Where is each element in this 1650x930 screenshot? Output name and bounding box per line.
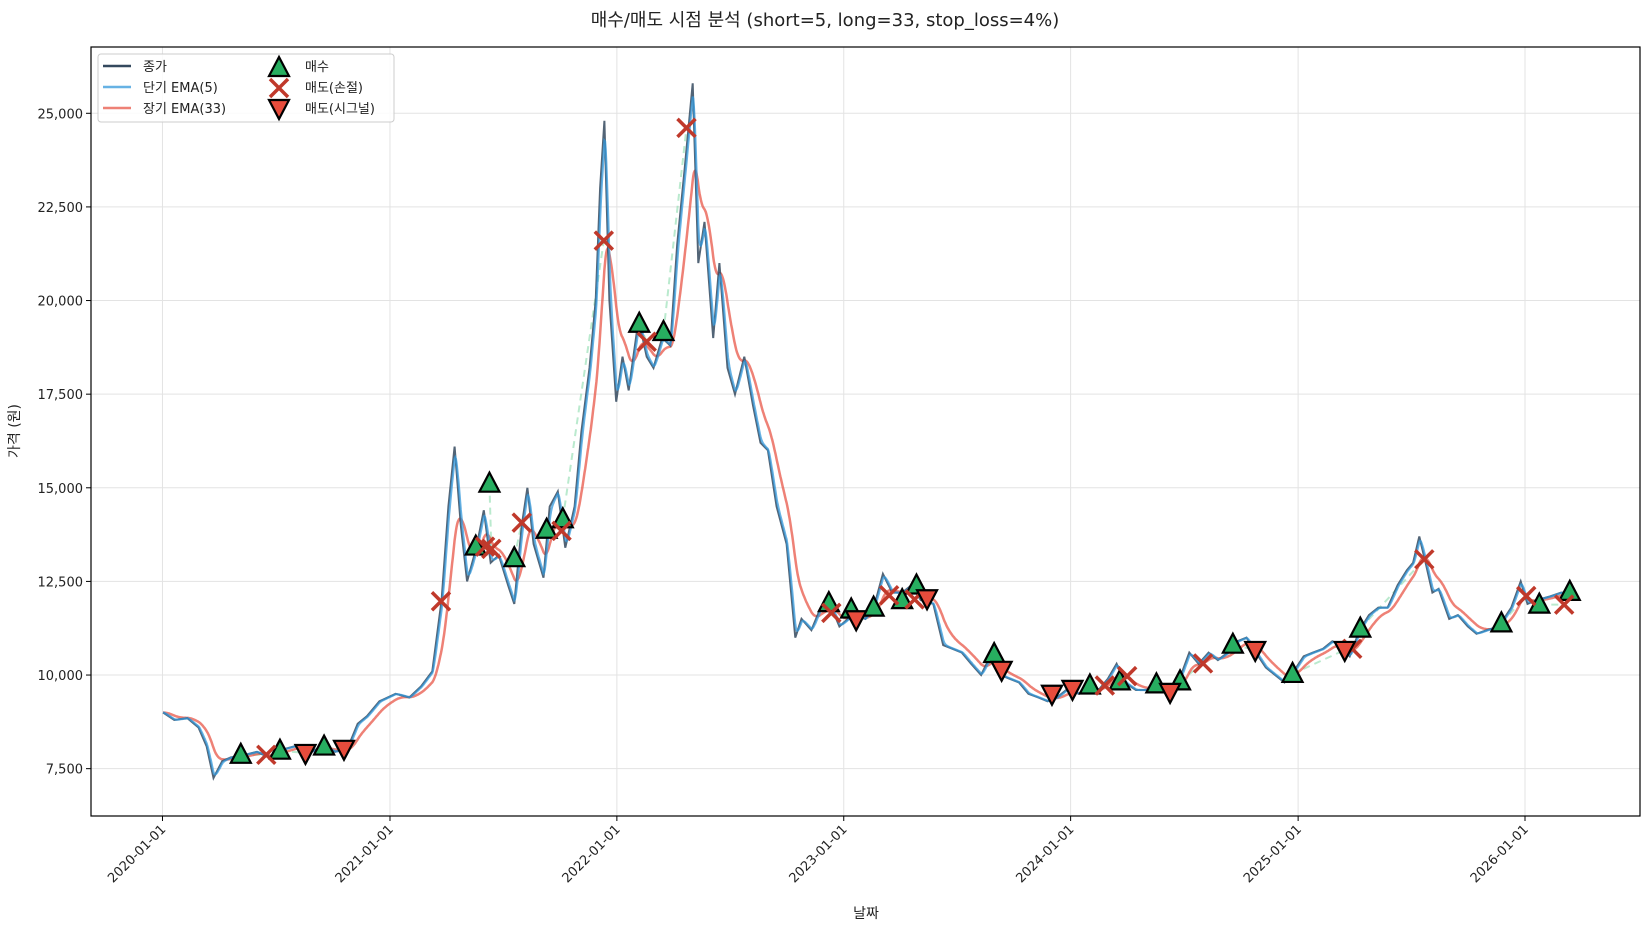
sell-signal-marker [844, 610, 868, 633]
grid [91, 47, 1640, 816]
buy-marker [312, 733, 336, 756]
sell-stop-marker [1516, 585, 1537, 607]
legend-buy-marker [267, 54, 291, 78]
x-axis-label: 날짜 [853, 906, 879, 922]
sell-signal-marker [293, 743, 318, 767]
legend-ema-short: 단기 EMA(5) [143, 81, 218, 96]
sell-stop-marker [1553, 594, 1575, 615]
buy-marker [651, 318, 676, 342]
y-tick-label: 7,500 [46, 763, 83, 778]
sell-stop-marker [878, 585, 900, 606]
y-tick-label: 20,000 [38, 295, 84, 310]
sell-stop-marker [636, 331, 657, 352]
buy-marker [982, 640, 1006, 664]
trade-line [662, 127, 688, 333]
legend-sell-stop-marker [268, 77, 290, 99]
y-tick-label: 12,500 [38, 575, 84, 590]
sell-stop-marker [511, 512, 532, 533]
buy-marker [268, 737, 292, 760]
buy-marker [861, 594, 886, 617]
y-tick-label: 25,000 [38, 107, 84, 122]
sell-stop-marker [430, 591, 452, 612]
sell-stop-marker [1116, 665, 1138, 687]
x-tick-label: 2025-01-01 [1241, 822, 1305, 886]
y-axis: 7,500 10,000 12,500 15,000 17,500 20,000 22,50… [38, 107, 91, 778]
series-lines [162, 83, 1571, 781]
buy-marker [1221, 631, 1245, 654]
sell-signal-marker [1040, 684, 1064, 708]
sell-signal-marker [1243, 640, 1268, 664]
sell-stop-marker [1414, 549, 1435, 570]
sell-stop-marker [593, 230, 615, 251]
x-tick-label: 2023-01-01 [787, 822, 851, 886]
x-tick-label: 2026-01-01 [1468, 822, 1532, 886]
y-tick-label: 10,000 [38, 669, 84, 684]
sell-signal-marker [1332, 640, 1357, 664]
sell-stop-marker [1192, 653, 1214, 674]
chart-title: 매수/매도 시점 분석 (short=5, long=33, stop_loss… [591, 10, 1060, 31]
x-axis: 2020-01-01 2021-01-01 2022-01-01 2023-01-01… [105, 816, 1532, 886]
legend-buy: 매수 [305, 60, 329, 75]
buy-marker [904, 572, 929, 595]
x-tick-label: 2024-01-01 [1013, 822, 1077, 886]
ema-long-line [163, 168, 1571, 761]
y-tick-label: 17,500 [38, 388, 84, 403]
trade-line [1292, 649, 1346, 675]
y-axis-label: 가격 (원) [7, 404, 23, 458]
signal-markers [228, 117, 1582, 767]
sell-stop-marker [551, 520, 572, 542]
ema-short-line [162, 96, 1571, 776]
sell-signal-marker [989, 660, 1014, 684]
sell-stop-marker [821, 602, 842, 624]
x-tick-label: 2021-01-01 [333, 822, 397, 886]
y-tick-label: 22,500 [38, 201, 84, 216]
legend-ema-long: 장기 EMA(33) [143, 102, 226, 117]
close-line [162, 83, 1571, 781]
buy-marker [1489, 609, 1514, 633]
sell-signal-marker [915, 589, 939, 612]
legend: 종가 단기 EMA(5) 장기 EMA(33) 매수 매도(손절) 매도(시그널… [97, 53, 395, 123]
y-tick-label: 15,000 [38, 482, 84, 497]
buy-marker [477, 470, 502, 493]
sell-stop-marker [474, 536, 496, 557]
buy-marker [502, 544, 527, 568]
trade-line [1359, 558, 1426, 630]
legend-close: 종가 [143, 60, 167, 75]
legend-sell-stop: 매도(손절) [305, 81, 363, 96]
sell-stop-marker [676, 117, 697, 139]
buy-marker [1348, 615, 1373, 638]
x-tick-label: 2022-01-01 [560, 822, 624, 886]
plot-frame [90, 46, 1641, 817]
x-tick-label: 2020-01-01 [105, 822, 169, 886]
legend-sell-signal-marker [267, 98, 291, 122]
sell-stop-marker [481, 538, 502, 560]
buy-marker [1078, 672, 1102, 695]
sell-signal-marker [1060, 679, 1085, 703]
buy-marker [1280, 660, 1305, 684]
sell-signal-marker [1158, 682, 1182, 706]
legend-sell-signal: 매도(시그널) [305, 102, 375, 117]
sell-signal-marker [332, 739, 356, 763]
buy-marker [228, 741, 253, 764]
buy-marker [627, 310, 652, 333]
sell-stop-marker [1094, 675, 1116, 696]
sell-stop-marker [256, 744, 277, 766]
